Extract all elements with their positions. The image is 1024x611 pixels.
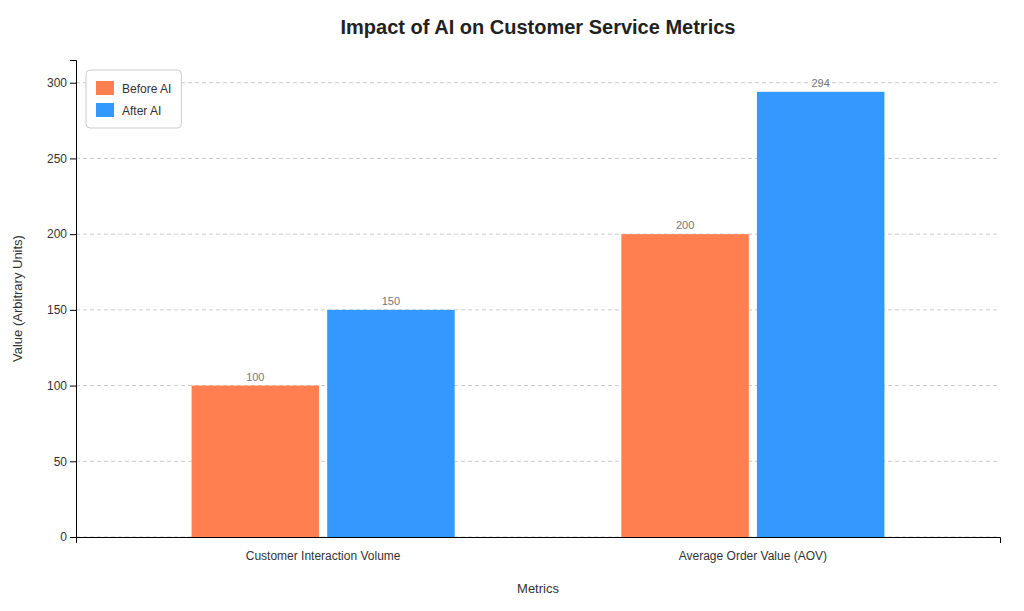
- y-tick-label: 100: [47, 379, 67, 393]
- legend-swatch: [96, 81, 114, 95]
- y-tick-mark: [70, 537, 76, 538]
- y-tick-label: 150: [47, 303, 67, 317]
- x-axis-line: [77, 538, 1001, 544]
- chart: 0 50 100 150 200 250 300 Customer Interaction V…: [0, 0, 1024, 611]
- bars: [192, 92, 885, 537]
- x-tick-label: Customer Interaction Volume: [246, 549, 401, 563]
- x-tick-label: Average Order Value (AOV): [679, 549, 827, 563]
- y-tick-mark: [70, 158, 76, 159]
- y-tick-mark: [70, 386, 76, 387]
- legend-item: Before AI: [96, 81, 171, 96]
- grid-line: [76, 82, 1000, 83]
- legend-label: Before AI: [122, 82, 171, 96]
- y-axis-line: [70, 61, 77, 538]
- y-axis: 0 50 100 150 200 250 300: [47, 61, 77, 545]
- y-tick: 100: [47, 379, 76, 393]
- y-tick-label: 50: [54, 455, 68, 469]
- plot: 0 50 100 150 200 250 300 Customer Interaction V…: [47, 61, 1001, 564]
- legend-swatch: [96, 103, 114, 117]
- data-label: 150: [382, 295, 400, 307]
- bar: [757, 92, 884, 537]
- x-axis-title: Metrics: [517, 581, 559, 596]
- data-label: 294: [812, 77, 830, 89]
- y-tick-mark: [70, 83, 76, 84]
- x-tick: Customer Interaction Volume: [246, 549, 401, 563]
- bar-series: [192, 234, 749, 537]
- data-label: 100: [246, 371, 264, 383]
- title: Impact of AI on Customer Service Metrics: [341, 16, 736, 38]
- y-tick-label: 200: [47, 227, 67, 241]
- y-tick: 150: [47, 303, 76, 317]
- y-tick-mark: [70, 234, 76, 235]
- grid: [76, 83, 1000, 537]
- data-labels: 100 200 150 294: [246, 77, 830, 383]
- x-axis: Customer Interaction Volume Average Order…: [77, 538, 1001, 564]
- y-tick-label: 300: [47, 76, 67, 90]
- legend-label: After AI: [122, 104, 161, 118]
- x-tick: Average Order Value (AOV): [679, 549, 827, 563]
- y-tick: 200: [47, 227, 76, 241]
- y-tick-label: 0: [60, 530, 67, 544]
- y-axis-title: Value (Arbitrary Units): [10, 235, 25, 362]
- y-tick: 50: [54, 455, 76, 469]
- legend-item: After AI: [96, 103, 161, 118]
- y-tick-mark: [70, 310, 76, 311]
- y-tick-mark: [70, 461, 76, 462]
- bar: [621, 234, 748, 537]
- bar: [192, 386, 319, 537]
- data-label: 200: [676, 219, 694, 231]
- bar-series: [327, 92, 884, 537]
- y-tick: 0: [60, 530, 76, 544]
- y-tick-label: 250: [47, 152, 67, 166]
- legend-frame: [86, 70, 181, 128]
- y-tick: 250: [47, 152, 76, 166]
- legend: Before AI After AI: [86, 70, 181, 128]
- y-tick: 300: [47, 76, 76, 90]
- bar: [327, 310, 454, 537]
